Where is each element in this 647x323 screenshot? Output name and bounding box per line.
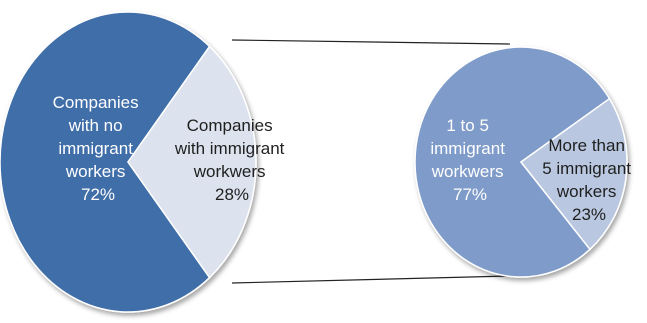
main-pie-label-1: Companies with immigrant workwers 28% [174, 116, 289, 204]
label-value: 77% [453, 185, 487, 204]
label-line: workwers [193, 162, 266, 181]
main-pie-slice-0 [0, 11, 211, 313]
label-line: Companies [53, 93, 139, 112]
secondary-pie-slice-0 [414, 46, 611, 278]
secondary-pie-slice-1 [519, 97, 628, 251]
svg-text:Companies with no: Companies with no immigrant workers 72% [53, 93, 144, 204]
connector-line-top [231, 39, 511, 45]
label-value: 28% [215, 185, 249, 204]
main-pie-label-0: Companies with no immigrant workers 72% [53, 93, 144, 204]
label-line: immigrant [430, 139, 505, 158]
label-line: workers [65, 162, 126, 181]
label-line: with immigrant [174, 139, 285, 158]
svg-text:Companies with immigrant: Companies with immigrant workwers 28% [174, 116, 289, 204]
label-line: workwers [431, 162, 504, 181]
label-line: Companies [187, 116, 273, 135]
label-line: 5 immigrant [542, 159, 631, 178]
secondary-pie-label-1: More than 5 immigrant workers 23% [542, 136, 636, 224]
label-line: More than [548, 136, 625, 155]
label-line: workers [556, 182, 617, 201]
secondary-pie [414, 46, 628, 278]
label-value: 72% [81, 185, 115, 204]
label-line: immigrant [58, 139, 133, 158]
main-pie [0, 11, 257, 313]
secondary-pie-label-0: 1 to 5 immigrant workwers 77% [430, 116, 509, 204]
label-value: 23% [572, 205, 606, 224]
label-line: with no [68, 116, 123, 135]
svg-text:More than 5 immigrant: More than 5 immigrant workers 23% [542, 136, 636, 224]
main-pie-slice-1 [127, 45, 257, 279]
connector-line-bottom [231, 275, 511, 284]
label-line: 1 to 5 [446, 116, 489, 135]
svg-text:1 to 5 immigrant w: 1 to 5 immigrant workwers 77% [430, 116, 509, 204]
